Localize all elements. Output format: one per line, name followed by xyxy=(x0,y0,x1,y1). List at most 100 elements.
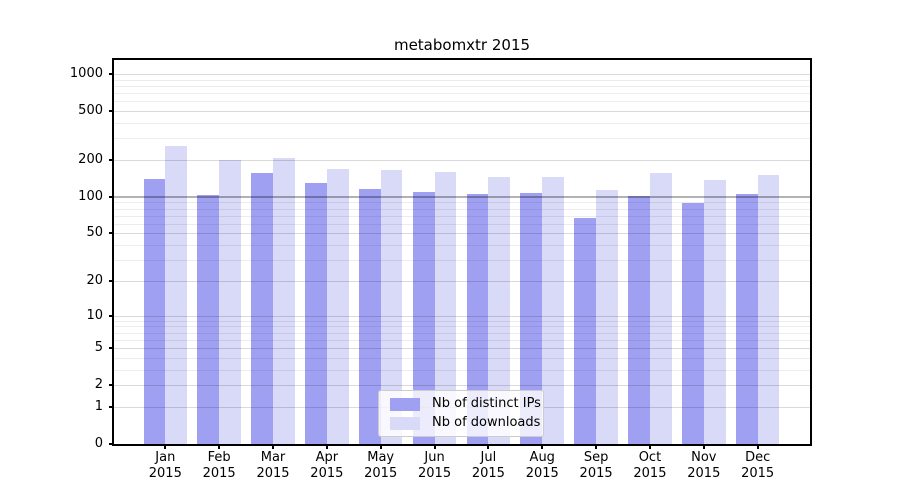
gridline-100 xyxy=(114,195,810,198)
y-tick-label-1000: 1000 xyxy=(69,66,103,81)
gridline-80 xyxy=(114,208,810,210)
bar-distinct-ips-aug xyxy=(520,193,543,444)
gridline-60 xyxy=(114,223,810,225)
bar-distinct-ips-apr xyxy=(305,182,327,444)
gridline-300 xyxy=(114,138,810,140)
bar-downloads-jul xyxy=(488,176,511,444)
y-tick-0 xyxy=(109,443,114,445)
y-tick-1 xyxy=(109,405,114,408)
bar-distinct-ips-feb xyxy=(197,194,220,444)
bar-downloads-aug xyxy=(542,177,565,444)
x-tick-label-mar: Mar 2015 xyxy=(256,450,290,481)
y-tick-label-200: 200 xyxy=(78,151,103,167)
bar-downloads-feb xyxy=(219,159,241,444)
y-tick-1000 xyxy=(109,73,114,75)
y-tick-label-2: 2 xyxy=(94,377,103,393)
gridline-600 xyxy=(114,101,810,103)
gridline-900 xyxy=(114,79,810,81)
y-tick-200 xyxy=(109,158,114,161)
gridline-1000 xyxy=(114,74,810,75)
x-tick-jul xyxy=(487,444,490,449)
x-tick-label-jan: Jan 2015 xyxy=(148,450,182,481)
x-tick-label-dec: Dec 2015 xyxy=(741,450,775,481)
y-tick-500 xyxy=(109,110,114,113)
x-tick-oct xyxy=(648,444,651,449)
x-tick-jan xyxy=(164,444,167,449)
gridline-6 xyxy=(114,339,810,341)
legend-swatch-downloads xyxy=(390,416,420,430)
legend-item-distinct-ips: Nb of distinct IPs xyxy=(379,397,543,411)
bar-distinct-ips-jun xyxy=(412,191,435,444)
bar-distinct-ips-jan xyxy=(143,178,166,444)
x-tick-label-may: May 2015 xyxy=(364,450,398,481)
gridline-50 xyxy=(114,233,810,235)
legend-label-distinct-ips: Nb of distinct IPs xyxy=(432,396,541,411)
x-tick-label-jun: Jun 2015 xyxy=(418,450,452,481)
bar-distinct-ips-mar xyxy=(251,172,273,444)
gridline-8 xyxy=(114,326,810,328)
plot-area xyxy=(114,60,810,444)
x-tick-label-aug: Aug 2015 xyxy=(525,450,559,481)
gridline-500 xyxy=(114,111,810,113)
bar-downloads-dec xyxy=(757,174,780,444)
gridline-5 xyxy=(114,348,810,350)
y-tick-label-500: 500 xyxy=(78,103,103,119)
x-tick-label-nov: Nov 2015 xyxy=(687,450,721,481)
bar-downloads-sep xyxy=(596,189,618,444)
x-tick-label-sep: Sep 2015 xyxy=(579,450,613,481)
bar-distinct-ips-may xyxy=(358,189,381,444)
y-tick-20 xyxy=(109,279,114,282)
y-tick-50 xyxy=(109,232,114,235)
x-tick-jun xyxy=(433,444,436,449)
y-tick-label-0: 0 xyxy=(94,436,103,451)
y-tick-label-5: 5 xyxy=(94,340,103,356)
x-tick-label-jul: Jul 2015 xyxy=(471,450,505,481)
y-tick-label-100: 100 xyxy=(78,188,103,204)
gridline-200 xyxy=(114,159,810,161)
x-tick-aug xyxy=(541,444,544,449)
gridline-20 xyxy=(114,280,810,282)
x-tick-mar xyxy=(272,444,274,449)
x-tick-sep xyxy=(595,444,598,449)
gridline-800 xyxy=(114,85,810,87)
gridline-4 xyxy=(114,357,810,359)
y-tick-10 xyxy=(109,314,114,317)
x-tick-label-apr: Apr 2015 xyxy=(310,450,344,481)
gridline-700 xyxy=(114,93,810,95)
y-tick-label-10: 10 xyxy=(86,307,103,323)
bar-distinct-ips-jul xyxy=(466,194,489,444)
legend-swatch-distinct-ips xyxy=(390,397,420,411)
legend: Nb of distinct IPs Nb of downloads xyxy=(378,390,544,437)
bar-distinct-ips-nov xyxy=(682,203,704,444)
gridline-2 xyxy=(114,385,810,387)
x-tick-feb xyxy=(218,444,221,449)
bar-downloads-mar xyxy=(273,157,295,444)
y-tick-label-50: 50 xyxy=(86,225,103,241)
x-tick-apr xyxy=(325,444,328,449)
y-tick-label-1: 1 xyxy=(94,398,103,414)
gridline-400 xyxy=(114,122,810,124)
gridline-70 xyxy=(114,215,810,217)
x-tick-nov xyxy=(702,444,705,449)
bar-downloads-oct xyxy=(649,172,672,444)
x-tick-label-feb: Feb 2015 xyxy=(202,450,236,481)
bar-distinct-ips-oct xyxy=(628,195,650,444)
y-tick-2 xyxy=(109,384,114,387)
bar-distinct-ips-dec xyxy=(735,193,758,444)
bar-distinct-ips-sep xyxy=(574,218,597,444)
bar-downloads-nov xyxy=(703,180,726,444)
gridline-10 xyxy=(114,315,810,317)
bar-downloads-jun xyxy=(434,171,457,444)
x-tick-may xyxy=(379,444,382,449)
gridline-30 xyxy=(114,260,810,262)
bar-downloads-apr xyxy=(326,168,349,444)
legend-label-downloads: Nb of downloads xyxy=(432,415,541,430)
chart-title: metabomxtr 2015 xyxy=(393,36,531,54)
gridline-7 xyxy=(114,332,810,334)
x-tick-label-oct: Oct 2015 xyxy=(633,450,667,481)
gridline-3 xyxy=(114,369,810,371)
bar-downloads-jan xyxy=(165,146,188,444)
y-tick-5 xyxy=(109,347,114,350)
x-tick-dec xyxy=(756,444,759,449)
